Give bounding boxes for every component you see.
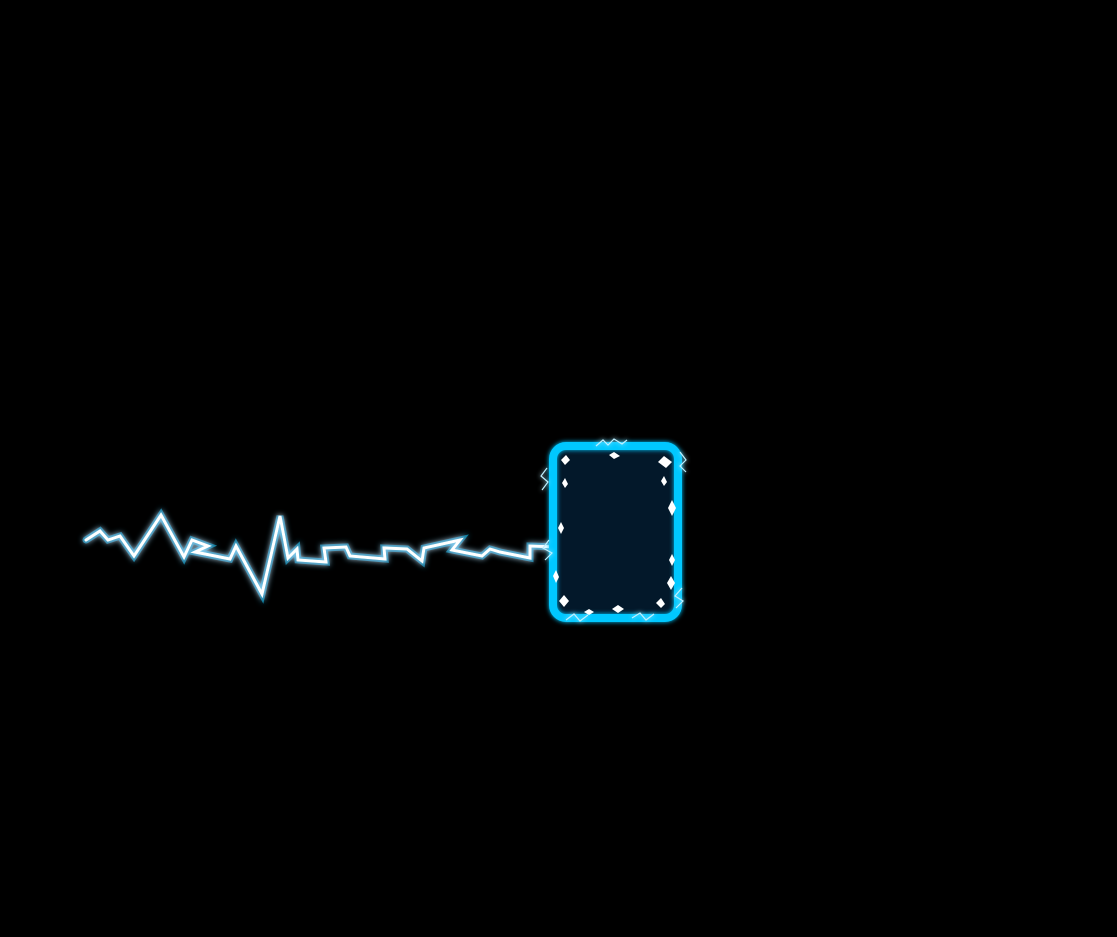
electric-arc — [565, 613, 589, 622]
spark-shard — [553, 570, 559, 583]
energy-panel — [540, 438, 687, 622]
spark-shard — [559, 595, 569, 607]
electric-arc — [631, 612, 655, 621]
electric-arc — [595, 438, 628, 447]
electric-arc — [679, 451, 687, 473]
spark-shard — [561, 455, 570, 465]
lightning-bolt — [82, 508, 562, 604]
spark-shard — [658, 456, 672, 468]
spark-shard — [667, 576, 675, 590]
spark-shard — [668, 500, 676, 516]
spark-shard — [661, 476, 667, 486]
spark-shard — [584, 609, 594, 615]
spark-shard — [558, 522, 564, 534]
energy-panel-arcs — [540, 438, 687, 622]
lightning-bolt-core — [84, 512, 560, 599]
electric-arc — [542, 539, 553, 561]
electric-arc — [674, 587, 684, 609]
energy-panel-fill — [553, 446, 678, 618]
spark-shard — [562, 478, 568, 488]
spark-shard — [612, 605, 624, 613]
energy-panel-sparks — [553, 452, 676, 615]
energy-panel-border — [549, 442, 682, 622]
electric-arc — [540, 467, 549, 491]
spark-shard — [669, 554, 675, 566]
spark-shard — [656, 598, 665, 608]
spark-shard — [609, 452, 620, 459]
